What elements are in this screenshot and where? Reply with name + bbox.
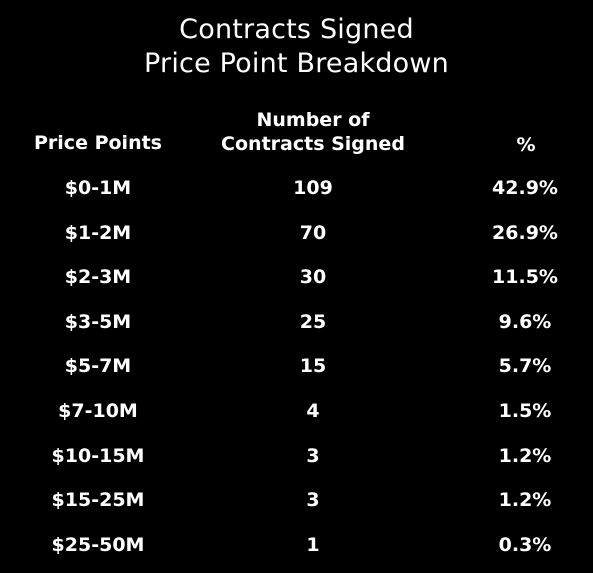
cell-contract-count: 3 — [306, 489, 320, 511]
chart-title-line-2: Price Point Breakdown — [144, 48, 449, 79]
cell-percent: 1.2% — [498, 489, 552, 511]
header-percent: % — [516, 134, 536, 156]
cell-price-point: $2-3M — [64, 266, 132, 288]
cell-price-point: $0-1M — [64, 177, 132, 199]
cell-contract-count: 70 — [299, 222, 327, 244]
cell-percent: 1.5% — [498, 400, 552, 422]
cell-price-point: $1-2M — [64, 222, 132, 244]
cell-contract-count: 25 — [299, 311, 327, 333]
header-price-points: Price Points — [34, 132, 162, 154]
cell-contract-count: 15 — [299, 355, 327, 377]
cell-contract-count: 30 — [299, 266, 327, 288]
cell-contract-count: 3 — [306, 445, 320, 467]
cell-contract-count: 109 — [293, 177, 333, 199]
cell-price-point: $5-7M — [64, 355, 132, 377]
cell-percent: 0.3% — [498, 534, 552, 556]
cell-percent: 5.7% — [498, 355, 552, 377]
cell-percent: 11.5% — [492, 266, 558, 288]
cell-price-point: $25-50M — [51, 534, 145, 556]
cell-percent: 1.2% — [498, 445, 552, 467]
cell-contract-count: 1 — [306, 534, 320, 556]
cell-percent: 26.9% — [492, 222, 558, 244]
cell-percent: 9.6% — [498, 311, 552, 333]
header-number-of-contracts-line-1: Number of — [256, 109, 370, 131]
cell-percent: 42.9% — [492, 177, 558, 199]
cell-contract-count: 4 — [306, 400, 320, 422]
header-number-of-contracts: Number of Contracts Signed — [200, 108, 426, 156]
header-number-of-contracts-line-2: Contracts Signed — [221, 133, 405, 155]
cell-price-point: $7-10M — [58, 400, 138, 422]
cell-price-point: $15-25M — [51, 489, 145, 511]
cell-price-point: $10-15M — [51, 445, 145, 467]
chart-title-line-1: Contracts Signed — [179, 14, 414, 45]
cell-price-point: $3-5M — [64, 311, 132, 333]
